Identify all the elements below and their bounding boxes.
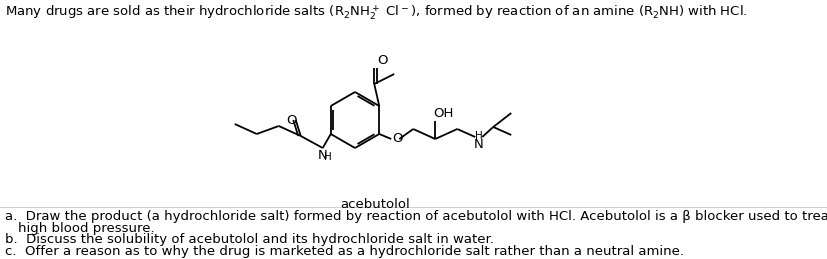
Text: H: H [475, 131, 482, 141]
Text: b.  Discuss the solubility of acebutolol and its hydrochloride salt in water.: b. Discuss the solubility of acebutolol … [5, 233, 493, 246]
Text: OH: OH [433, 107, 453, 120]
Text: a.  Draw the product (a hydrochloride salt) formed by reaction of acebutolol wit: a. Draw the product (a hydrochloride sal… [5, 210, 827, 223]
Text: Many drugs are sold as their hydrochloride salts ($\mathregular{R_2NH_2^+}$ $\ma: Many drugs are sold as their hydrochlori… [5, 3, 747, 22]
Text: N: N [474, 138, 484, 151]
Text: c.  Offer a reason as to why the drug is marketed as a hydrochloride salt rather: c. Offer a reason as to why the drug is … [5, 245, 683, 258]
Text: O: O [392, 133, 402, 146]
Text: H: H [323, 152, 331, 162]
Text: O: O [285, 113, 296, 126]
Text: high blood pressure.: high blood pressure. [18, 222, 155, 235]
Text: acebutolol: acebutolol [340, 198, 409, 211]
Text: O: O [377, 54, 387, 67]
Text: N: N [318, 149, 327, 162]
